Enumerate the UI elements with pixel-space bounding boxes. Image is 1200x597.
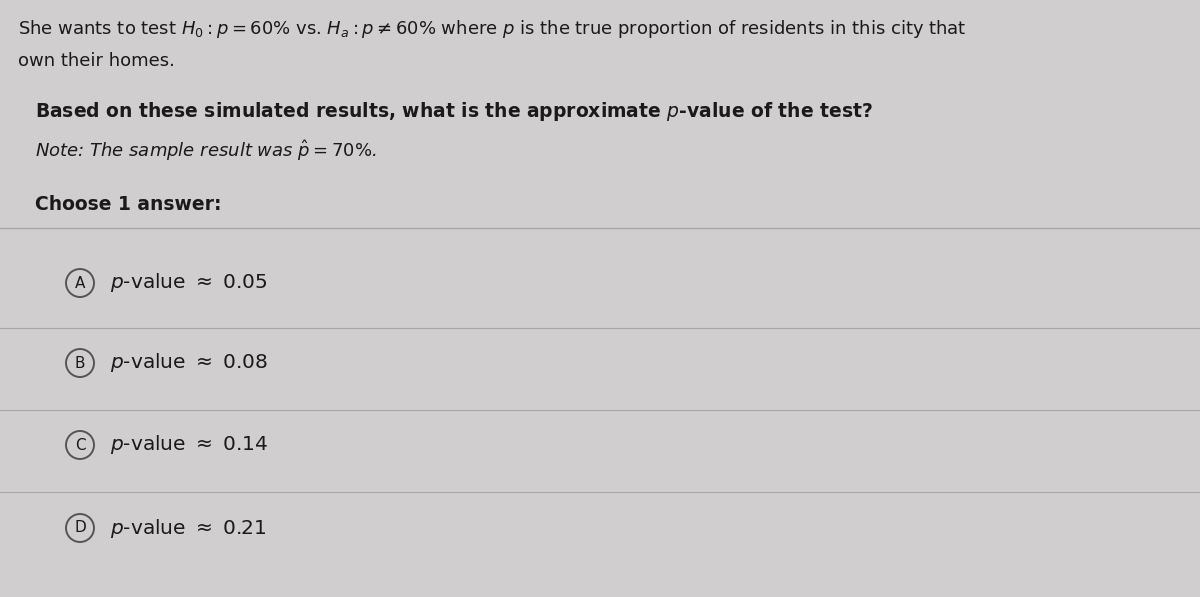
Text: D: D [74, 521, 86, 536]
Text: own their homes.: own their homes. [18, 52, 175, 70]
Text: Choose 1 answer:: Choose 1 answer: [35, 195, 222, 214]
Text: Note: The sample result was $\hat{p} = 70\%$.: Note: The sample result was $\hat{p} = 7… [35, 138, 377, 163]
Text: $p$-value $\approx$ 0.14: $p$-value $\approx$ 0.14 [110, 433, 269, 457]
Text: $p$-value $\approx$ 0.05: $p$-value $\approx$ 0.05 [110, 272, 268, 294]
Text: $p$-value $\approx$ 0.08: $p$-value $\approx$ 0.08 [110, 352, 268, 374]
Text: $p$-value $\approx$ 0.21: $p$-value $\approx$ 0.21 [110, 516, 266, 540]
Text: Based on these simulated results, what is the approximate $p$-value of the test?: Based on these simulated results, what i… [35, 100, 872, 123]
Text: She wants to test $H_0 : p = 60\%$ vs. $H_a : p \neq 60\%$ where $p$ is the true: She wants to test $H_0 : p = 60\%$ vs. $… [18, 18, 966, 40]
Text: A: A [74, 275, 85, 291]
Text: B: B [74, 355, 85, 371]
Text: C: C [74, 438, 85, 453]
